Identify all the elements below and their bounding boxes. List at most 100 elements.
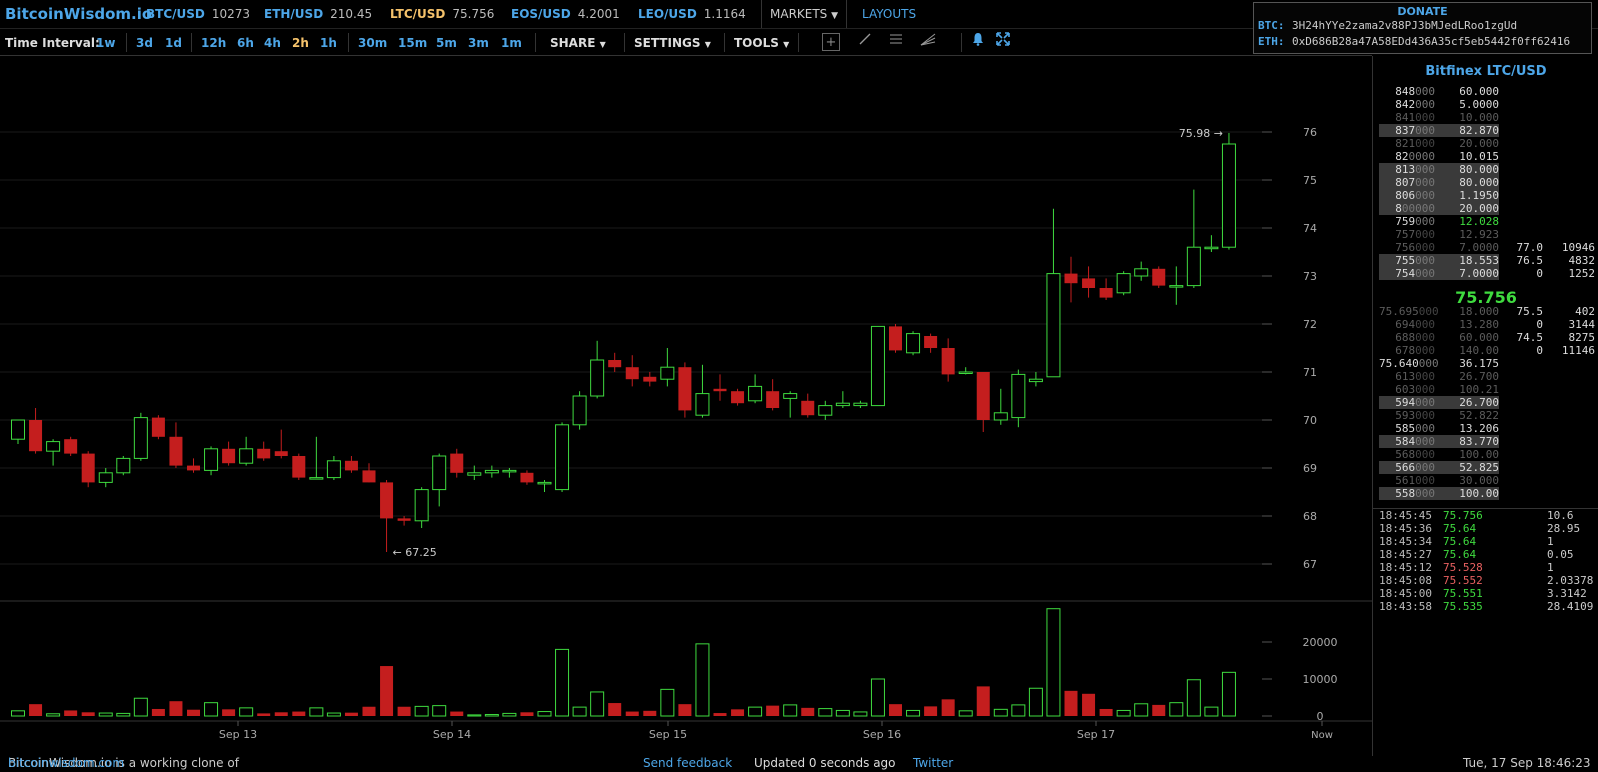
interval-12h[interactable]: 12h <box>201 36 227 50</box>
settings-menu[interactable]: SETTINGS ▼ <box>634 36 711 50</box>
interval-3m[interactable]: 3m <box>468 36 489 50</box>
trade-time: 18:45:00 <box>1379 587 1432 600</box>
interval-30m[interactable]: 30m <box>358 36 388 50</box>
btc-label: BTC: <box>1258 19 1285 32</box>
ticker-eth-usd[interactable]: ETH/USD 210.45 <box>264 7 372 21</box>
line-tool-icon[interactable] <box>855 32 875 52</box>
depth-price: 0 <box>1536 267 1543 280</box>
settings-label: SETTINGS <box>634 36 701 50</box>
orderbook-title[interactable]: Bitfinex LTC/USD <box>1425 64 1547 79</box>
order-price: 759000 <box>1379 215 1435 228</box>
bid-row: 613000 26.700 <box>1379 370 1598 383</box>
x-tick-label: Sep 16 <box>863 728 901 741</box>
row-highlight <box>1379 202 1499 215</box>
fib-levels-icon[interactable] <box>886 32 906 52</box>
interval-1w[interactable]: 1w <box>96 36 116 50</box>
candle-body-up <box>204 448 219 471</box>
volume-bar-down <box>222 709 236 716</box>
share-menu[interactable]: SHARE ▼ <box>550 36 606 50</box>
candle-body-down <box>380 482 394 519</box>
x-tick-label: Sep 13 <box>219 728 257 741</box>
interval-6h[interactable]: 6h <box>237 36 254 50</box>
clone-link[interactable]: bitcoinwisdom.com <box>8 756 125 770</box>
order-amount: 10.000 <box>1459 111 1499 124</box>
candle-body-up <box>1204 246 1219 250</box>
volume-bar-down <box>941 699 955 716</box>
candle-body-up <box>484 469 499 474</box>
interval-3d[interactable]: 3d <box>136 36 153 50</box>
volume-bar-up <box>1221 671 1236 717</box>
ask-row: 754000 7.0000 0 1252 <box>1379 267 1598 280</box>
ticker-leo-usd[interactable]: LEO/USD 1.1164 <box>638 7 746 21</box>
volume-bar-up <box>695 643 710 717</box>
order-price-minor: 000 <box>1415 254 1435 267</box>
site-logo[interactable]: BitcoinWisdom.io <box>5 5 153 23</box>
fan-tool-icon[interactable] <box>918 32 938 52</box>
depth-price: 76.5 <box>1516 254 1544 267</box>
interval-1h[interactable]: 1h <box>320 36 337 50</box>
order-price-minor: 000 <box>1415 435 1435 448</box>
volume-bar-up <box>1046 608 1061 717</box>
ticker-eos-usd[interactable]: EOS/USD 4.2001 <box>511 7 620 21</box>
volume-bar-down <box>380 666 394 716</box>
send-feedback-link[interactable]: Send feedback <box>643 756 733 770</box>
interval-4h[interactable]: 4h <box>264 36 281 50</box>
order-price: 75.640000 <box>1379 357 1439 370</box>
order-price: 756000 <box>1379 241 1435 254</box>
order-price-major: 613 <box>1395 370 1416 383</box>
volume-tick-label: 0 <box>1317 710 1324 723</box>
alert-bell-icon[interactable] <box>968 32 988 52</box>
eth-address[interactable]: 0xD686B28a47A58EDd436A35cf5eb5442f0ff624… <box>1292 35 1571 48</box>
crosshair-icon[interactable]: + <box>822 33 840 51</box>
price-tick-label: 73 <box>1303 270 1317 283</box>
candle-body-down <box>1064 273 1078 284</box>
row-highlight <box>1379 435 1499 448</box>
order-price-minor: 000 <box>1415 331 1435 344</box>
tools-menu[interactable]: TOOLS ▼ <box>734 36 789 50</box>
volume-tick-label: 10000 <box>1303 673 1338 686</box>
btc-address[interactable]: 3H24hYYe2zama2v88PJ3bMJedLRoo1zgUd <box>1292 19 1518 32</box>
order-price-minor: 000 <box>1415 487 1435 500</box>
layouts-link[interactable]: LAYOUTS <box>862 7 917 21</box>
candle-body-up <box>133 417 148 459</box>
candle-body-down <box>274 451 288 456</box>
bid-row: 568000 100.00 <box>1379 448 1598 461</box>
volume-bar-up <box>783 704 798 717</box>
volume-bar-up <box>467 714 482 717</box>
markets-menu[interactable]: MARKETS ▼ <box>761 0 848 28</box>
interval-1m[interactable]: 1m <box>501 36 522 50</box>
order-price-major: 806 <box>1395 189 1416 202</box>
twitter-link[interactable]: Twitter <box>913 756 954 770</box>
order-price-minor: 0000 <box>1408 150 1436 163</box>
ticker-ltc-usd[interactable]: LTC/USD 75.756 <box>390 7 494 21</box>
fib-levels-glyph <box>890 34 902 44</box>
ask-row: 841000 10.000 <box>1379 111 1598 124</box>
order-price: 800000 <box>1379 202 1435 215</box>
candle-body-down <box>766 391 780 408</box>
share-label: SHARE <box>550 36 596 50</box>
order-price-major: 694 <box>1395 318 1416 331</box>
order-price-major: 566 <box>1395 461 1416 474</box>
volume-bar-up <box>906 709 921 717</box>
ticker-btc-usd[interactable]: BTC/USD 10273 <box>146 7 250 21</box>
order-price-major: 593 <box>1395 409 1416 422</box>
bid-row: 566000 52.825 <box>1379 461 1598 474</box>
volume-bar-down <box>169 701 183 716</box>
order-price-major: 757 <box>1395 228 1416 241</box>
fullscreen-icon[interactable] <box>993 32 1013 52</box>
ask-row: 756000 7.0000 77.0 10946 <box>1379 241 1598 254</box>
candle-body-up <box>432 455 447 491</box>
interval-5m[interactable]: 5m <box>436 36 457 50</box>
interval-2h[interactable]: 2h <box>292 36 309 50</box>
order-price-minor: 000 <box>1415 344 1435 357</box>
interval-1d[interactable]: 1d <box>165 36 182 50</box>
order-price: 593000 <box>1379 409 1435 422</box>
order-price-minor: 000 <box>1418 357 1439 370</box>
volume-bar-up <box>958 710 973 717</box>
price-chart[interactable]: 76 75 74 73 72 71 70 69 68 67 20000 10000 0 Sep 13 Sep… <box>0 56 1372 756</box>
volume-bar-up <box>484 714 499 717</box>
interval-15m[interactable]: 15m <box>398 36 428 50</box>
candle-body-down <box>362 470 376 483</box>
toolbar-separator <box>348 33 349 52</box>
depth-price: 77.0 <box>1516 241 1544 254</box>
